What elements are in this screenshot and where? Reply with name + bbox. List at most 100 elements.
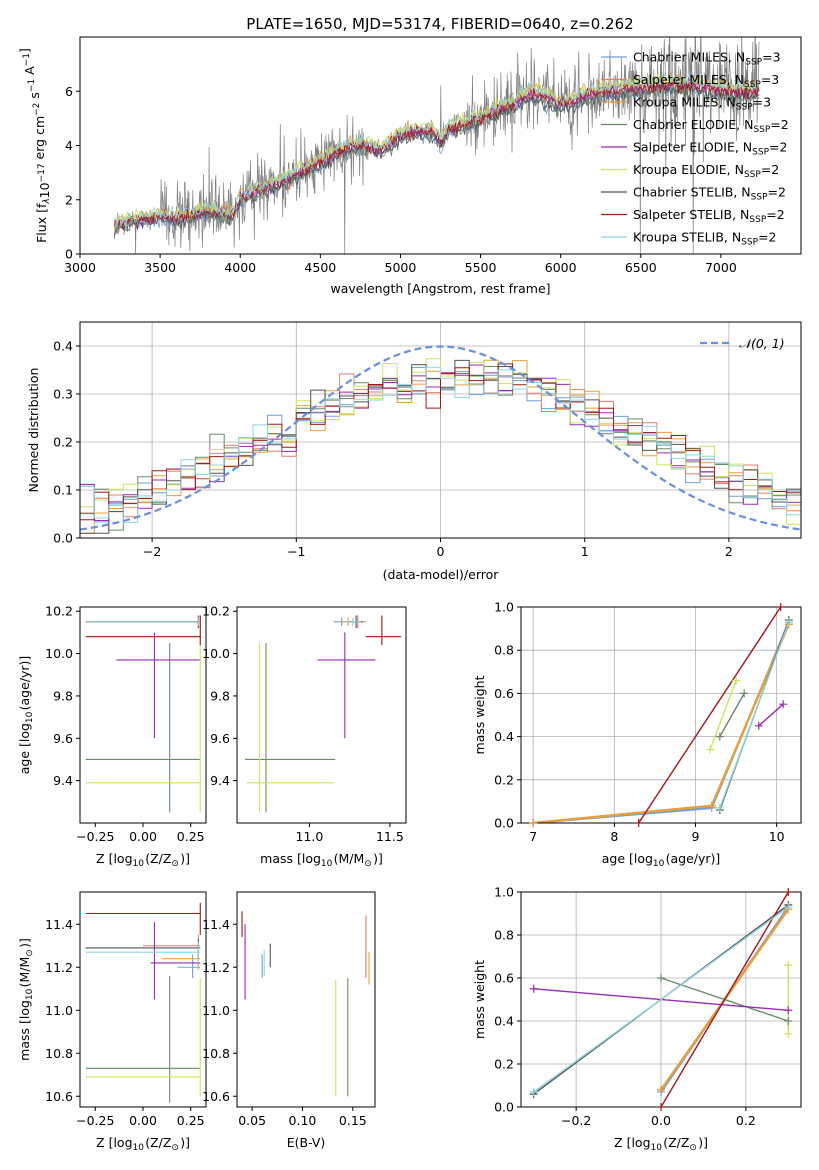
label-script: −1 [22,53,32,66]
label-script: 10 [25,988,35,1000]
x-tick-label: 1 [581,544,589,559]
x-axis-label: E(B-V) [287,1135,326,1150]
model-spectrum-kroupa_stelib [114,70,760,231]
weight-marker-kroupa_miles [657,1085,665,1094]
legend-entry-kroupa_miles: Kroupa MILES, NSSP=3 [633,95,771,113]
x-tick-label: 7 [529,829,537,844]
weight-marker-kroupa_elodie [784,961,793,970]
y-tick-label: 9.8 [210,688,230,703]
plot-area [533,607,790,823]
y-tick-label: 2 [65,192,73,207]
y-tick-label: 9.8 [53,688,73,703]
x-tick-label: −0.25 [76,829,114,844]
weight-marker-kroupa_stelib [715,803,724,812]
label-text: A [22,66,37,79]
legend-text: Chabrier MILES, N [633,50,745,65]
weight-marker-chabrier_elodie [715,732,724,741]
axes-frame [79,606,207,824]
label-text: (M/M [17,957,32,988]
y-tick-label: 0.6 [494,971,514,986]
y-axis-label: age [log10 (age/yr)] [17,656,35,775]
label-script: 10 [132,859,144,869]
legend-entry-gauss: 𝒩(0, 1) [739,336,785,351]
legend-tail: =2 [758,230,776,245]
legend-entry-chabrier_miles: Chabrier MILES, NSSP=3 [633,50,781,68]
x-axis-label: (data-model)/error [383,567,500,582]
legend-text: Chabrier STELIB, N [633,185,751,200]
label-text: )] [698,1135,708,1150]
x-tick-label: 9 [692,829,700,844]
figure-title: PLATE=1650, MJD=53174, FIBERID=0640, z=0… [246,15,633,33]
label-text: (Z/Z [145,1135,171,1150]
weight-marker-chabrier_elodie [657,974,665,982]
legend-entry-salpeter_elodie: Salpeter ELODIE, NSSP=2 [633,140,787,158]
weight-line-kroupa_elodie [709,680,737,750]
y-tick-label: 10.2 [45,604,73,619]
x-tick-label: −1 [287,544,305,559]
weight-marker-chabrier_elodie [784,1017,793,1025]
weight-line-kroupa_stelib [533,906,789,1093]
x-tick-label: 0.00 [129,829,157,844]
label-text: )] [17,938,32,948]
weight-line-salpeter_elodie [758,703,784,727]
y-tick-label: 10.0 [202,646,230,661]
legend-text: Kroupa STELIB, N [633,230,741,245]
label-text: mass [log [260,851,321,866]
x-tick-label: 5500 [465,260,497,275]
label-script: ⊙ [171,859,179,869]
axes-frame [79,891,207,1108]
weight-marker-salpeter_elodie [754,721,763,730]
y-tick-label: 0 [65,247,73,262]
x-tick-label: 11.0 [296,829,324,844]
y-tick-label: 11.4 [45,917,73,932]
weight-marker-chabrier_elodie [740,689,749,698]
label-text: age [log [17,723,32,774]
x-tick-label: 0 [437,544,445,559]
weight-marker-kroupa_miles [529,819,538,827]
y-axis-label: Flux [fλ10−17 erg cm−2 s−1 A−1] [17,48,52,243]
label-text: Z [log [96,1135,132,1150]
y-tick-label: 10.6 [45,1089,73,1104]
label-script: −17 [37,163,47,182]
legend-entry-kroupa_stelib: Kroupa STELIB, NSSP=2 [633,230,777,248]
x-tick-label: 0.25 [177,1113,205,1128]
plot-area [241,911,370,1097]
weight-marker-kroupa_stelib [784,903,793,912]
x-tick-label: 4500 [304,260,336,275]
label-text: 10 [37,182,52,198]
x-tick-label: 0.2 [736,1113,756,1128]
plots-layer: 3000 3500 4000 4500 5000 5500 6000 6500 7000 0 2 4 6… [17,36,802,1153]
axes-residuals: −2 −1 0 1 2 0.0 0.1 0.2 0.3 0.4 𝒩(0, 1) (data-model… [26,321,802,582]
legend-sub: SSP [745,58,762,68]
legend-sub: SSP [744,170,761,180]
legend-sub: SSP [736,103,753,113]
y-tick-label: 1.0 [494,885,514,900]
y-tick-label: 0.0 [53,531,73,546]
weight-line-chabrier_elodie [719,693,745,737]
label-text: )] [373,851,383,866]
weight-marker-salpeter_elodie [779,700,788,709]
label-text: (Z/Z [663,1135,689,1150]
y-tick-label: 0.6 [494,686,514,701]
y-axis-label: mass weight [472,960,487,1039]
axes-spectrum: 3000 3500 4000 4500 5000 5500 6000 6500 7000 0 2 4 6… [17,36,802,296]
y-tick-label: 0.0 [494,816,514,831]
x-tick-label: 0.10 [289,1113,317,1128]
weight-marker-salpeter_elodie [784,1006,793,1015]
x-axis-label: mass [log10 (M/M⊙ )] [260,851,383,869]
plot-area [114,37,760,254]
legend-entry-salpeter_stelib: Salpeter STELIB, NSSP=2 [633,207,785,225]
weight-marker-salpeter_stelib [776,603,785,611]
legend-text: Kroupa ELODIE, N [633,162,744,177]
y-tick-label: 9.6 [53,731,73,746]
legend-sub: SSP [749,215,766,225]
axes-age_vs_mass: 11.0 11.5 9.4 9.6 9.8 10.0 10.2 mass [log10 (M/… [202,604,407,869]
x-tick-label: 7000 [705,260,737,275]
x-tick-label: 0.00 [129,1113,157,1128]
x-axis-label: Z [log10 (Z/Z⊙ )] [614,1135,708,1153]
label-script: ⊙ [171,1143,179,1153]
